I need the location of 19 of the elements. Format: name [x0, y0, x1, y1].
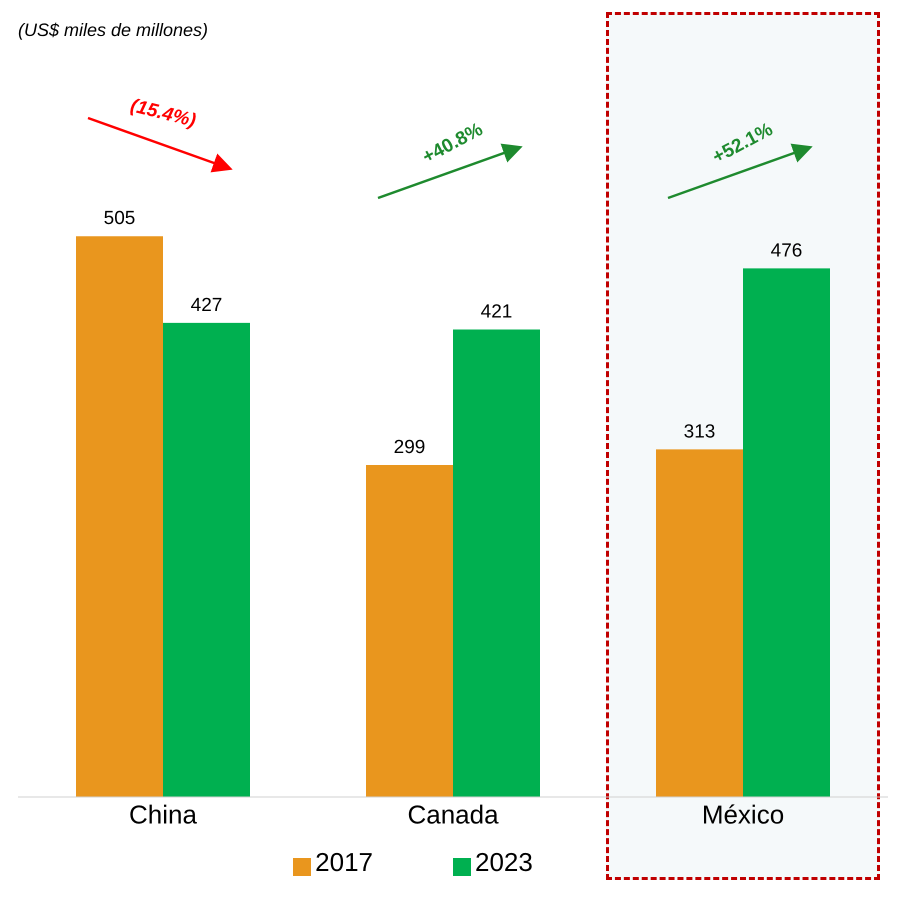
data-label: 476 — [770, 240, 802, 262]
bar — [743, 268, 830, 797]
data-label: 421 — [480, 302, 512, 323]
data-label: 299 — [394, 436, 426, 458]
text: (15.4%) — [127, 94, 199, 134]
data-label: 427 — [190, 294, 222, 316]
x-tick-label: China — [129, 799, 198, 830]
x-tick-label: México — [702, 799, 784, 830]
legend-label: 2023 — [475, 847, 533, 877]
data-label: 313 — [684, 421, 716, 442]
legend-label: 2017 — [315, 847, 373, 877]
bar — [656, 449, 743, 797]
bar — [453, 330, 540, 797]
bar — [76, 236, 163, 797]
bar — [366, 464, 453, 797]
bar — [163, 322, 250, 797]
text: (US$ miles de millones) — [18, 20, 208, 41]
data-label: 505 — [104, 208, 136, 230]
x-tick-label: Canada — [407, 799, 500, 830]
